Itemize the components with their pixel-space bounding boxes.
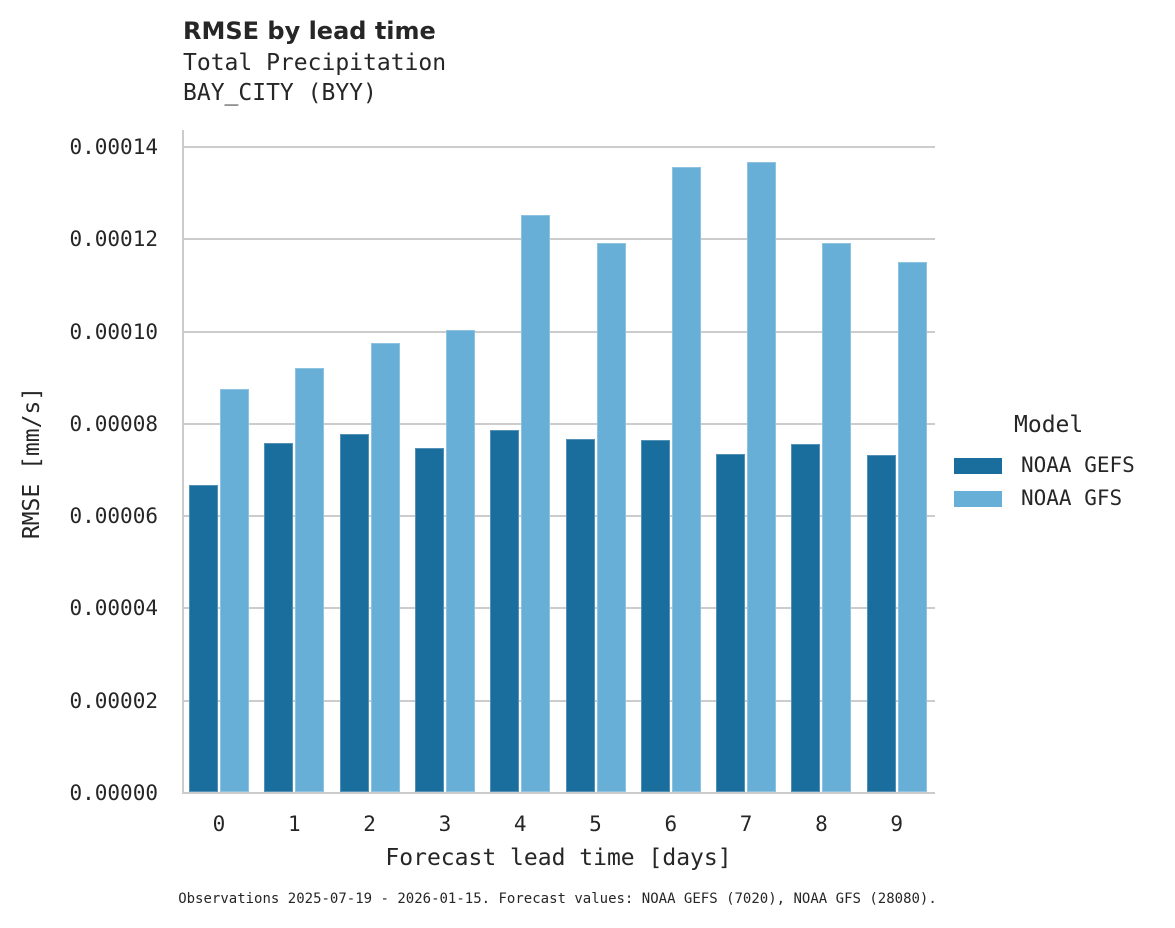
y-axis-label: RMSE [mm/s] xyxy=(19,386,45,540)
y-tick-label: 0.00010 xyxy=(69,319,158,344)
gridline xyxy=(184,515,935,518)
footnote: Observations 2025-07-19 - 2026-01-15. Fo… xyxy=(178,891,937,907)
y-tick-label: 0.00004 xyxy=(69,596,158,621)
y-tick-label: 0.00002 xyxy=(69,688,158,713)
legend-swatch-gefs xyxy=(954,458,1002,474)
legend-title: Model xyxy=(1014,412,1084,438)
bar-noaa-gfs-8 xyxy=(822,242,852,792)
bar-noaa-gefs-8 xyxy=(791,444,821,792)
x-tick-label: 6 xyxy=(664,812,678,836)
x-axis-line xyxy=(182,792,935,794)
x-tick-label: 9 xyxy=(890,812,904,836)
bar-noaa-gefs-9 xyxy=(866,455,896,792)
x-axis-label: Forecast lead time [days] xyxy=(385,845,732,871)
x-tick-label: 7 xyxy=(739,812,753,836)
y-tick-label: 0.00012 xyxy=(69,227,158,252)
gridline xyxy=(184,699,935,702)
chart-subtitle-variable: Total Precipitation xyxy=(183,50,447,76)
bar-noaa-gfs-5 xyxy=(596,242,626,792)
y-tick-label: 0.00000 xyxy=(69,781,158,805)
bar-noaa-gefs-0 xyxy=(189,485,218,792)
gridline xyxy=(184,238,935,241)
bar-noaa-gfs-6 xyxy=(671,167,701,792)
chart-title: RMSE by lead time xyxy=(183,17,436,45)
bar-noaa-gefs-4 xyxy=(490,430,520,792)
x-tick-label: 0 xyxy=(212,812,226,836)
legend-label-gfs: NOAA GFS xyxy=(1021,486,1123,510)
y-tick-label: 0.00014 xyxy=(69,135,158,159)
bar-noaa-gefs-7 xyxy=(716,454,746,792)
x-tick-label: 8 xyxy=(815,812,828,836)
legend-label-gefs: NOAA GEFS xyxy=(1021,453,1135,477)
y-tick-label: 0.00006 xyxy=(69,504,158,529)
bar-noaa-gfs-9 xyxy=(897,262,927,792)
gridline xyxy=(184,330,935,333)
y-axis-line xyxy=(182,130,184,794)
plot-area xyxy=(182,130,935,794)
x-tick-label: 3 xyxy=(438,812,452,836)
gridline xyxy=(184,422,935,425)
bar-noaa-gfs-4 xyxy=(521,215,551,792)
gridline xyxy=(184,146,935,148)
bar-noaa-gefs-5 xyxy=(565,439,595,792)
bar-noaa-gefs-1 xyxy=(264,443,294,792)
x-tick-label: 1 xyxy=(287,812,301,836)
legend-swatch-gfs xyxy=(954,491,1002,507)
chart-subtitle-station: BAY_CITY (BYY) xyxy=(183,80,377,106)
bar-noaa-gefs-6 xyxy=(640,439,670,792)
y-tick-label: 0.00008 xyxy=(69,411,158,436)
bar-noaa-gfs-3 xyxy=(445,330,475,792)
bar-noaa-gfs-2 xyxy=(370,343,400,792)
bar-noaa-gfs-1 xyxy=(295,367,325,792)
x-tick-label: 4 xyxy=(513,812,527,836)
bar-noaa-gfs-7 xyxy=(747,162,777,792)
x-tick-label: 2 xyxy=(363,812,376,836)
bar-noaa-gefs-3 xyxy=(414,448,444,792)
bar-noaa-gefs-2 xyxy=(339,433,369,792)
bar-noaa-gfs-0 xyxy=(220,389,249,792)
gridline xyxy=(184,607,935,610)
x-tick-label: 5 xyxy=(589,812,602,836)
